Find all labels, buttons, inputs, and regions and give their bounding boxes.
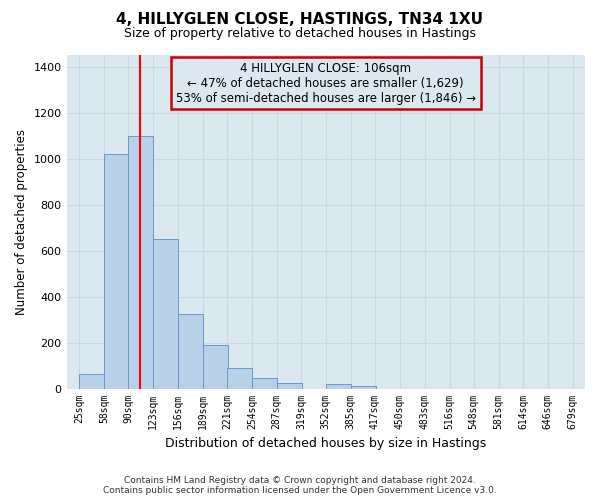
Bar (203, 345, 227, 389)
Text: 4, HILLYGLEN CLOSE, HASTINGS, TN34 1XU: 4, HILLYGLEN CLOSE, HASTINGS, TN34 1XU (116, 12, 484, 28)
Bar (178, 314, 203, 388)
Bar (227, 368, 252, 388)
Text: Size of property relative to detached houses in Hastings: Size of property relative to detached ho… (124, 28, 476, 40)
Y-axis label: Number of detached properties: Number of detached properties (15, 129, 28, 315)
Bar (326, 384, 350, 388)
Bar (153, 239, 178, 388)
Bar (128, 136, 153, 388)
Bar (79, 374, 104, 388)
Text: 4 HILLYGLEN CLOSE: 106sqm
← 47% of detached houses are smaller (1,629)
53% of se: 4 HILLYGLEN CLOSE: 106sqm ← 47% of detac… (176, 62, 476, 104)
X-axis label: Distribution of detached houses by size in Hastings: Distribution of detached houses by size … (165, 437, 487, 450)
Bar (350, 386, 376, 388)
Bar (104, 154, 129, 388)
Bar (277, 383, 302, 388)
Bar (252, 378, 277, 388)
Text: Contains HM Land Registry data © Crown copyright and database right 2024.
Contai: Contains HM Land Registry data © Crown c… (103, 476, 497, 495)
